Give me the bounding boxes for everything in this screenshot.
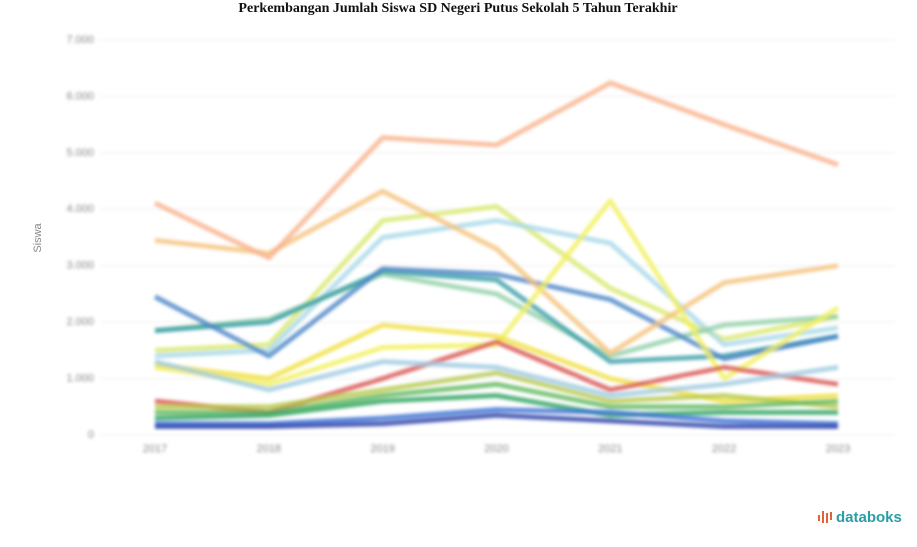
series-line [154, 271, 839, 359]
logo-icon [818, 511, 832, 523]
y-axis-label: Siswa [32, 222, 44, 252]
x-tick-label: 2023 [826, 443, 850, 455]
series-line [154, 359, 839, 398]
y-tick-label: 0 [88, 429, 94, 441]
x-tick-label: 2017 [143, 443, 167, 455]
x-tick-label: 2020 [484, 443, 508, 455]
series-line [155, 407, 839, 427]
series-line [154, 218, 839, 359]
x-tick-label: 2022 [712, 443, 736, 455]
y-tick-label: 2.000 [66, 316, 94, 328]
series-line [155, 412, 838, 430]
y-tick-label: 6.000 [66, 90, 94, 102]
x-tick-label: 2019 [370, 443, 394, 455]
series-line [154, 322, 839, 404]
source-logo: databoks [836, 509, 902, 526]
series-line [154, 188, 839, 356]
x-tick-label: 2021 [598, 443, 622, 455]
y-tick-label: 5.000 [66, 147, 94, 159]
y-tick-label: 1.000 [66, 372, 94, 384]
x-tick-label: 2018 [257, 443, 281, 455]
y-tick-label: 7.000 [66, 34, 94, 46]
series-line [154, 268, 839, 365]
plot-area: 0 1.000 2.000 3.000 4.000 5.000 6.000 7.000 2017… [66, 34, 895, 455]
series-line [153, 266, 839, 362]
series-line [153, 80, 839, 261]
series-line [154, 393, 838, 421]
series-line [154, 198, 840, 387]
chart-title: Perkembangan Jumlah Siswa SD Negeri Putu… [238, 1, 677, 16]
series-line [154, 203, 839, 353]
series-line [155, 370, 839, 410]
y-tick-label: 3.000 [66, 260, 94, 272]
series-line [155, 381, 839, 415]
y-tick-label: 4.000 [66, 203, 94, 215]
